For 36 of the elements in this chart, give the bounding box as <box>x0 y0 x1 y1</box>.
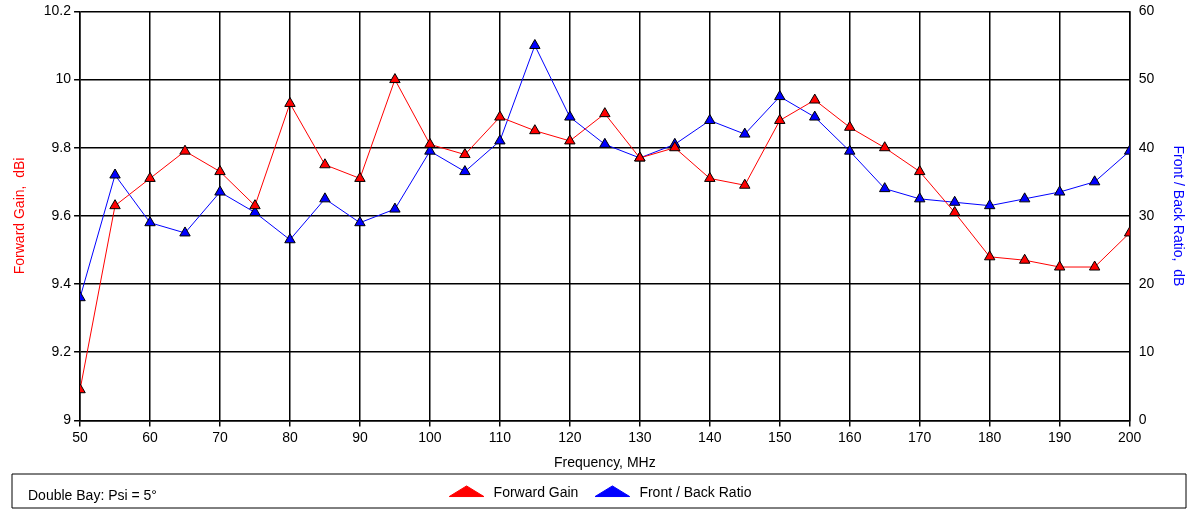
x-tick-label: 160 <box>838 428 862 445</box>
legend-label: Forward Gain <box>493 483 579 500</box>
text: Double Bay: Psi = 5° <box>28 486 157 503</box>
x-tick-label: 90 <box>352 428 368 445</box>
y-tick-label: 9.4 <box>51 274 72 291</box>
y-tick-label: 9.2 <box>51 343 72 360</box>
x-tick-label: 150 <box>768 428 792 445</box>
y2-tick-label: 10 <box>1138 343 1155 360</box>
y-tick-label: 9.8 <box>51 138 72 155</box>
x-axis-title: Frequency, MHz <box>554 454 656 471</box>
y2-axis-title: Front / Back Ratio, dB <box>1170 145 1187 287</box>
x-tick-label: 170 <box>908 428 932 445</box>
x-tick-label: 80 <box>282 428 298 445</box>
x-tick-label: 100 <box>418 428 442 445</box>
x-tick-label: 50 <box>72 428 89 445</box>
y-tick-label: 9.6 <box>51 206 72 223</box>
x-tick-label: 130 <box>628 428 652 445</box>
x-tick-label: 120 <box>558 428 582 445</box>
y2-tick-label: 30 <box>1138 206 1155 223</box>
y-axis-title: Forward Gain, dBi <box>11 157 28 275</box>
y2-tick-label: 40 <box>1138 138 1155 155</box>
y2-tick-label: 20 <box>1138 274 1155 291</box>
x-tick-label: 180 <box>978 428 1002 445</box>
y2-tick-label: 60 <box>1138 2 1155 19</box>
y2-tick-label: 0 <box>1138 411 1147 428</box>
x-tick-label: 60 <box>142 428 159 445</box>
y2-tick-label: 50 <box>1138 70 1155 87</box>
x-tick-label: 140 <box>698 428 722 445</box>
x-tick-label: 110 <box>488 428 512 445</box>
legend-label: Front / Back Ratio <box>639 483 752 500</box>
x-tick-label: 190 <box>1047 428 1072 445</box>
y-tick-label: 10.2 <box>43 2 72 19</box>
y-tick-label: 9 <box>63 411 72 428</box>
x-tick-label: 70 <box>212 428 228 445</box>
y-tick-label: 10 <box>55 70 72 87</box>
x-tick-label: 200 <box>1117 428 1142 445</box>
